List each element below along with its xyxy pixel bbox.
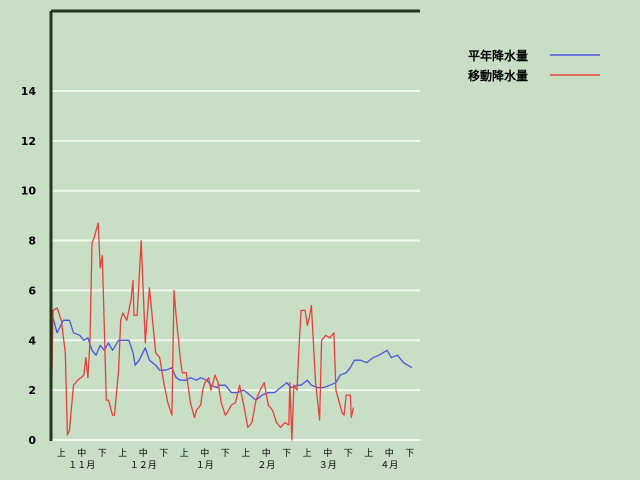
y-tick-label: 4: [28, 334, 36, 347]
x-dekad-label: 中: [139, 447, 148, 459]
x-dekad-label: 中: [200, 447, 209, 459]
y-tick-label: 12: [21, 135, 36, 148]
x-dekad-label: 上: [364, 448, 373, 459]
x-month-label: ２月: [257, 460, 275, 471]
x-tick-labels: 上中下上中下上中下上中下上中下上中下１１月 １２月 １月 ２月 ３月 ４月: [57, 447, 415, 471]
x-dekad-label: 上: [303, 448, 312, 459]
x-month-label: １月: [196, 460, 214, 471]
x-dekad-label: 下: [221, 449, 230, 459]
x-dekad-label: 下: [344, 449, 353, 459]
x-dekad-label: 下: [98, 449, 107, 459]
y-tick-label: 8: [28, 235, 36, 248]
series-line-1: [50, 222, 355, 441]
legend-label-normal: 平年降水量: [468, 48, 528, 63]
y-tick-label: 2: [28, 384, 36, 397]
x-month-label: １２月: [130, 460, 157, 471]
x-dekad-label: 下: [282, 449, 291, 459]
x-dekad-label: 中: [323, 447, 332, 459]
series-lines: [50, 222, 413, 441]
y-tick-label: 6: [28, 284, 36, 297]
x-month-label: ４月: [380, 460, 398, 471]
x-dekad-label: 上: [118, 448, 127, 459]
x-month-label: ３月: [319, 460, 337, 471]
x-dekad-label: 中: [77, 447, 86, 459]
x-dekad-label: 上: [241, 448, 250, 459]
y-tick-label: 10: [21, 185, 37, 198]
x-dekad-label: 中: [262, 447, 271, 459]
legend: 平年降水量 移動降水量: [468, 48, 600, 83]
x-month-label: １１月: [68, 460, 95, 471]
y-tick-label: 0: [28, 434, 36, 447]
y-tick-label: 14: [21, 85, 37, 98]
x-dekad-label: 上: [180, 448, 189, 459]
x-dekad-label: 上: [57, 448, 66, 459]
x-dekad-label: 下: [405, 449, 414, 459]
legend-label-moving: 移動降水量: [468, 68, 528, 83]
y-tick-labels: 0 2 4 6 8 10 12 14: [21, 85, 37, 447]
x-dekad-label: 下: [159, 449, 168, 459]
x-dekad-label: 中: [385, 447, 394, 459]
gridlines: [51, 89, 420, 441]
